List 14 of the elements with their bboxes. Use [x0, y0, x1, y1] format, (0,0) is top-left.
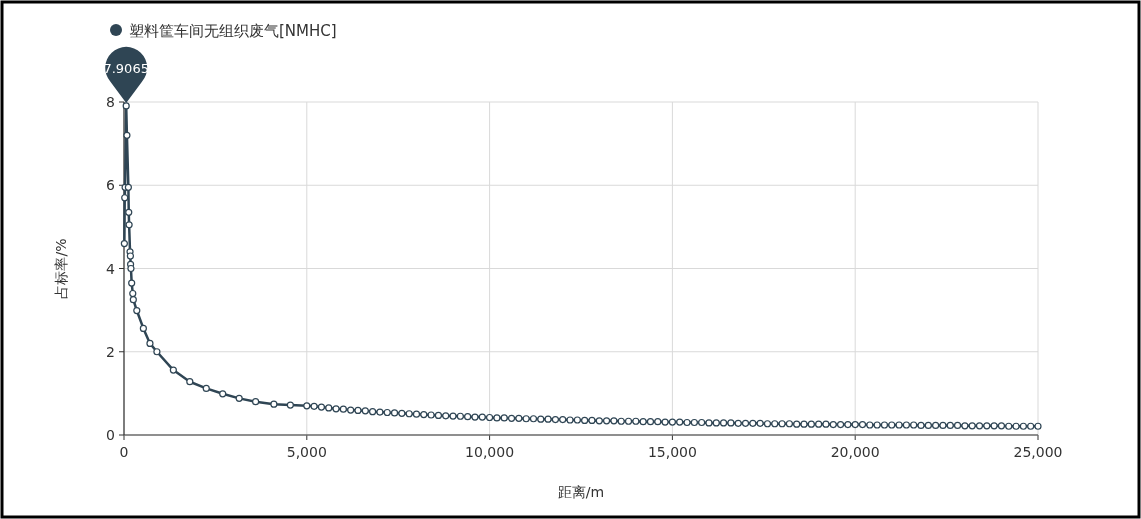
y-tick-label: 4: [106, 260, 116, 277]
y-axis-title: 占标率/%: [53, 238, 69, 299]
x-tick-label: 20,000: [830, 444, 880, 460]
x-tick-label: 15,000: [647, 444, 697, 460]
x-tick-label: 5,000: [286, 444, 327, 460]
x-tick-label: 25,000: [1013, 444, 1063, 460]
y-tick-label: 0: [106, 427, 115, 443]
legend-label: 塑料筐车间无组织废气[NMHC]: [129, 22, 337, 40]
x-tick-label: 0: [119, 444, 129, 460]
x-tick-label: 10,000: [465, 444, 515, 460]
x-axis-title: 距离/m: [557, 484, 605, 500]
y-tick-label: 2: [106, 343, 115, 360]
y-tick-label: 8: [106, 94, 115, 110]
y-tick-label: 6: [106, 177, 116, 194]
